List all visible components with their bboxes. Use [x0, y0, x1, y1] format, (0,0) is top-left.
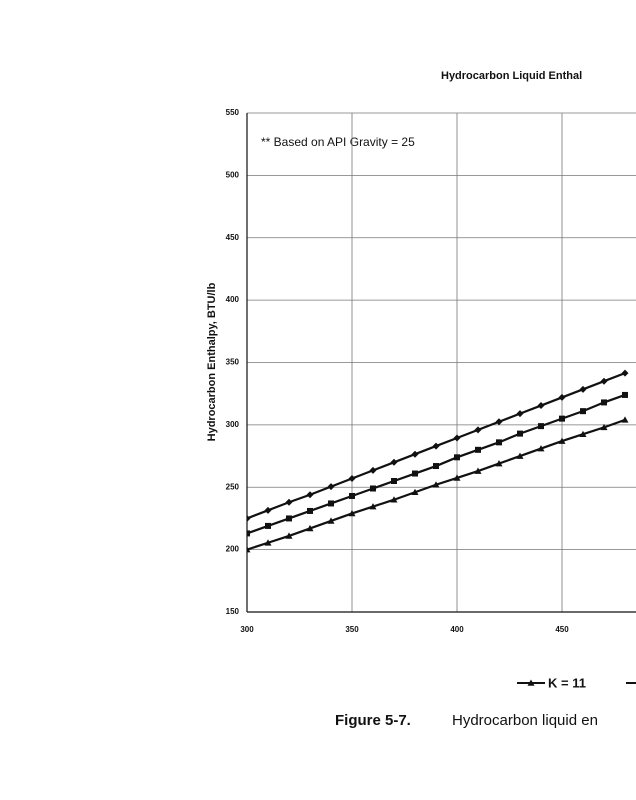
- marker: [621, 369, 629, 377]
- x-tick-label: 400: [450, 625, 464, 634]
- y-tick-label: 400: [226, 295, 240, 304]
- marker: [327, 483, 335, 491]
- marker: [390, 458, 398, 466]
- marker: [265, 522, 271, 529]
- x-tick-label: 450: [555, 625, 569, 634]
- marker: [348, 475, 356, 483]
- marker: [495, 418, 503, 426]
- marker: [370, 485, 376, 492]
- marker: [474, 426, 482, 434]
- marker: [391, 478, 397, 485]
- y-axis-label: Hydrocarbon Enthalpy, BTU/lb: [206, 282, 218, 441]
- marker: [247, 514, 251, 522]
- marker: [390, 496, 398, 503]
- marker: [411, 450, 419, 458]
- y-tick-label: 250: [226, 482, 240, 491]
- marker: [517, 430, 523, 437]
- chart-title: Hydrocarbon Liquid Enthal: [441, 70, 582, 82]
- marker: [600, 423, 608, 431]
- marker: [369, 503, 377, 510]
- marker: [516, 452, 524, 459]
- marker: [495, 460, 503, 467]
- x-tick-label: 350: [345, 625, 359, 634]
- marker: [328, 500, 334, 507]
- marker: [264, 506, 272, 514]
- marker: [349, 492, 355, 499]
- marker: [621, 416, 629, 423]
- marker: [558, 393, 566, 401]
- marker: [264, 539, 272, 546]
- marker: [600, 377, 608, 385]
- x-tick-label: 300: [240, 625, 254, 634]
- y-tick-label: 550: [226, 108, 240, 117]
- y-tick-label: 150: [226, 607, 240, 616]
- marker: [454, 454, 460, 461]
- y-tick-label: 350: [226, 358, 240, 367]
- marker: [622, 391, 628, 398]
- marker: [537, 402, 545, 410]
- marker: [247, 530, 250, 537]
- marker: [453, 434, 461, 442]
- marker: [307, 507, 313, 514]
- marker: [496, 439, 502, 446]
- marker: [453, 474, 461, 481]
- marker: [580, 408, 586, 415]
- plot-area: [247, 112, 636, 613]
- marker: [601, 399, 607, 406]
- caption-text: Hydrocarbon liquid en: [452, 712, 598, 729]
- marker: [432, 442, 440, 450]
- marker: [538, 423, 544, 430]
- marker: [432, 481, 440, 488]
- marker: [285, 532, 293, 539]
- marker: [579, 430, 587, 438]
- marker: [247, 546, 251, 553]
- marker: [327, 517, 335, 524]
- caption-label: Figure 5-7.: [335, 712, 411, 729]
- y-tick-label: 300: [226, 420, 240, 429]
- marker: [579, 385, 587, 393]
- marker: [348, 509, 356, 517]
- legend: K = 11: [517, 675, 636, 690]
- marker: [306, 524, 314, 532]
- marker: [537, 445, 545, 452]
- marker: [558, 437, 566, 444]
- marker: [412, 470, 418, 477]
- marker: [475, 446, 481, 453]
- marker: [306, 491, 314, 499]
- annotation: ** Based on API Gravity = 25: [261, 135, 415, 149]
- y-tick-label: 500: [226, 170, 240, 179]
- marker: [474, 467, 482, 474]
- legend-label: K = 11: [548, 675, 586, 690]
- legend-marker: [527, 679, 535, 686]
- marker: [559, 415, 565, 422]
- marker: [516, 410, 524, 418]
- y-tick-label: 450: [226, 233, 240, 242]
- marker: [433, 463, 439, 470]
- marker: [411, 488, 419, 496]
- marker: [286, 515, 292, 522]
- marker: [369, 466, 377, 474]
- marker: [285, 498, 293, 506]
- y-tick-label: 200: [226, 545, 240, 554]
